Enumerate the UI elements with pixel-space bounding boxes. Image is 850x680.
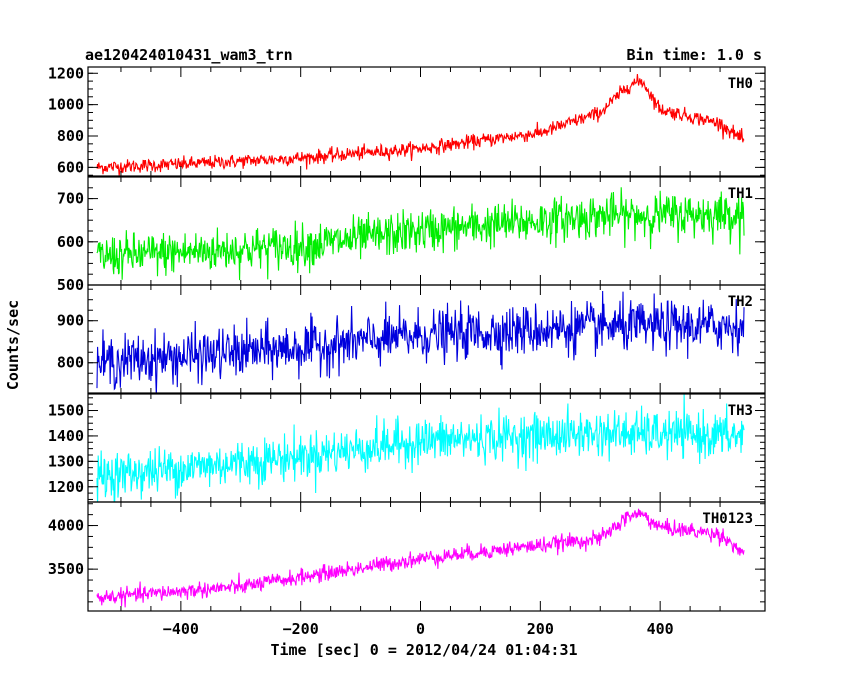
panel-th0: 600 800 1000 1200 TH0 bbox=[48, 64, 766, 177]
panel-th1: 500 600 700 TH1 bbox=[57, 176, 766, 294]
y-tick-label: 3500 bbox=[48, 560, 84, 578]
panel-label-th3: TH3 bbox=[728, 403, 753, 419]
x-tick-label: 200 bbox=[527, 620, 554, 638]
panel-th3: 1200 1300 1400 1500 TH3 bbox=[48, 393, 766, 503]
series-line-th0 bbox=[96, 74, 745, 176]
series-line-th3 bbox=[96, 394, 745, 502]
panel-frame bbox=[87, 501, 766, 612]
panel-frame bbox=[87, 176, 766, 286]
y-tick-label: 1200 bbox=[48, 64, 84, 82]
x-tick-label: −200 bbox=[283, 620, 319, 638]
x-axis-label: Time [sec] 0 = 2012/04/24 01:04:31 bbox=[270, 641, 577, 659]
panel-label-th1: TH1 bbox=[728, 186, 753, 202]
y-tick-label: 1300 bbox=[48, 452, 84, 470]
panels: 600 800 1000 1200 TH0 500 600 700 TH1 800 900 TH2 12… bbox=[48, 64, 766, 612]
panel-frame bbox=[87, 284, 766, 394]
y-axis-label: Counts/sec bbox=[4, 300, 22, 390]
y-tick-label: 4000 bbox=[48, 517, 84, 535]
y-tick-label: 1000 bbox=[48, 96, 84, 114]
y-tick-label: 1400 bbox=[48, 427, 84, 445]
y-tick-label: 900 bbox=[57, 312, 84, 330]
series-line-th1 bbox=[96, 187, 745, 281]
y-tick-label: 600 bbox=[57, 158, 84, 176]
panel-label-th2: TH2 bbox=[728, 294, 753, 310]
panel-frame bbox=[87, 66, 766, 177]
y-tick-label: 800 bbox=[57, 354, 84, 372]
series-line-th0123 bbox=[96, 508, 745, 608]
y-tick-label: 600 bbox=[57, 233, 84, 251]
y-tick-label: 700 bbox=[57, 190, 84, 208]
x-tick-label: 0 bbox=[416, 620, 425, 638]
x-axis: −400 −200 0 200 400 bbox=[163, 620, 674, 638]
y-tick-label: 1500 bbox=[48, 402, 84, 420]
series-line-th2 bbox=[96, 290, 745, 393]
panel-th2: 800 900 TH2 bbox=[57, 284, 766, 394]
y-tick-label: 1200 bbox=[48, 478, 84, 496]
panel-label-th0123: TH0123 bbox=[702, 511, 753, 527]
y-tick-label: 500 bbox=[57, 276, 84, 294]
bin-time-label: Bin time: 1.0 s bbox=[627, 46, 762, 64]
panel-label-th0: TH0 bbox=[728, 76, 753, 92]
x-tick-label: 400 bbox=[647, 620, 674, 638]
x-tick-label: −400 bbox=[163, 620, 199, 638]
y-tick-label: 800 bbox=[57, 127, 84, 145]
chart-title: ae120424010431_wam3_trn bbox=[85, 46, 293, 64]
panel-th0123: 3500 4000 TH0123 bbox=[48, 501, 766, 612]
